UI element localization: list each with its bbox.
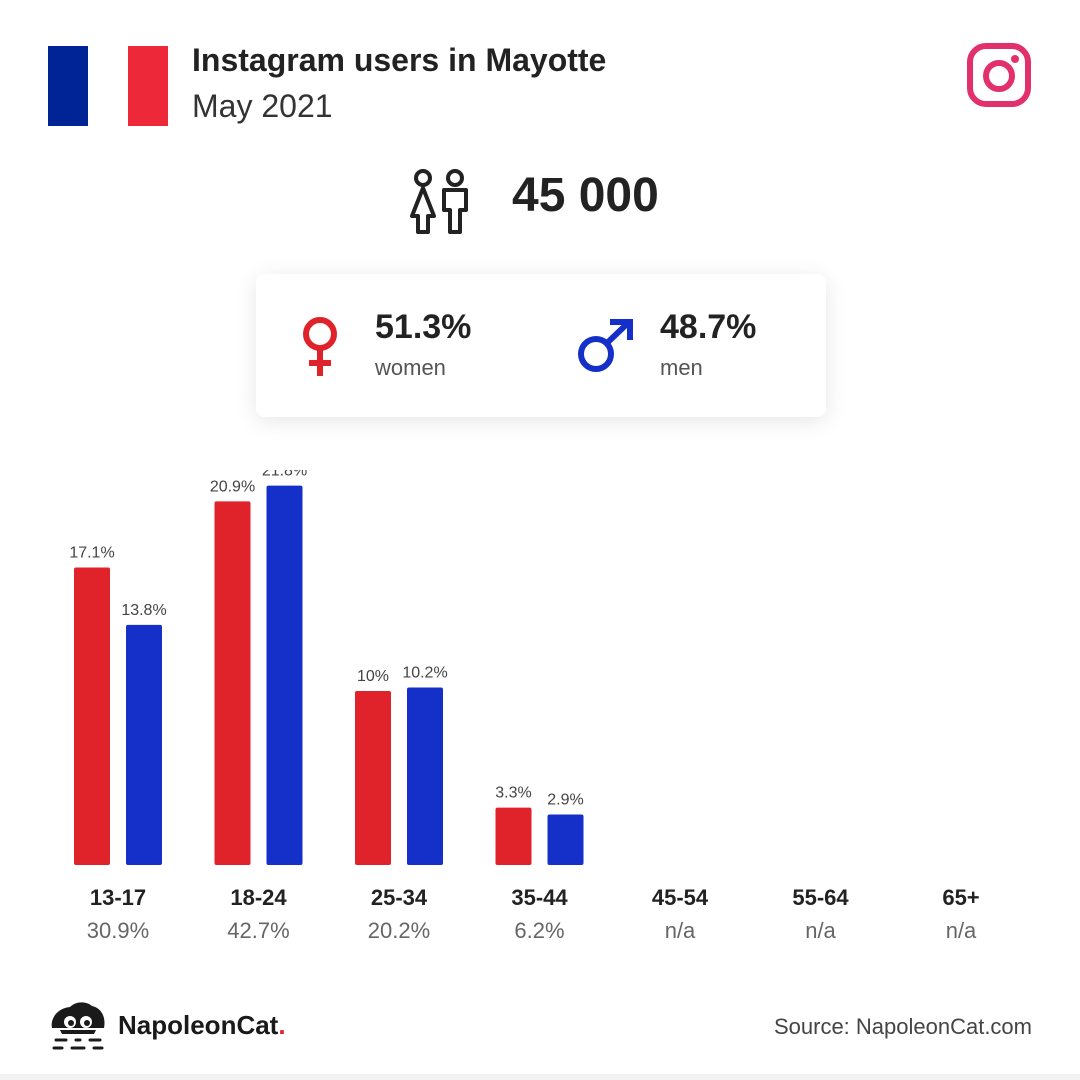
data-label-25-34-series-1: 10% bbox=[357, 668, 389, 685]
bar-13-17-series-1 bbox=[74, 567, 110, 865]
flag-stripe-white bbox=[88, 46, 128, 126]
men-label: men bbox=[660, 355, 703, 380]
brand-name: NapoleonCat. bbox=[118, 1010, 286, 1041]
brand-dot: . bbox=[278, 1010, 286, 1040]
gender-card: 51.3% women 48.7% men bbox=[256, 274, 826, 417]
bar-25-34-series-2 bbox=[407, 687, 443, 865]
flag-stripe-blue bbox=[48, 46, 88, 126]
men-percent: 48.7% bbox=[660, 308, 757, 346]
bar-13-17-series-2 bbox=[126, 624, 162, 865]
data-label-35-44-series-1: 3.3% bbox=[495, 785, 531, 802]
women-percent: 51.3% bbox=[375, 308, 472, 346]
category-total-25-34: 20.2% bbox=[368, 918, 430, 943]
category-total-35-44: 6.2% bbox=[514, 918, 564, 943]
female-symbol-icon bbox=[303, 317, 337, 376]
data-label-18-24-series-1: 20.9% bbox=[210, 478, 255, 495]
bar-25-34-series-1 bbox=[355, 691, 391, 865]
napoleoncat-logo-icon bbox=[51, 1002, 105, 1050]
page-title: Instagram users in Mayotte bbox=[192, 42, 607, 78]
category-total-65+: n/a bbox=[946, 918, 977, 943]
male-symbol-icon bbox=[578, 319, 633, 372]
x-tick-label-65+: 65+ bbox=[942, 885, 979, 910]
flag-icon bbox=[48, 46, 168, 126]
category-total-18-24: 42.7% bbox=[227, 918, 289, 943]
data-label-25-34-series-2: 10.2% bbox=[402, 665, 447, 682]
category-total-45-54: n/a bbox=[665, 918, 696, 943]
flag-stripe-red bbox=[128, 46, 168, 126]
x-tick-label-25-34: 25-34 bbox=[371, 885, 428, 910]
people-icon bbox=[410, 169, 468, 234]
source-credit: Source: NapoleonCat.com bbox=[773, 1014, 1032, 1039]
brand-name-text: NapoleonCat bbox=[118, 1010, 279, 1040]
category-total-55-64: n/a bbox=[805, 918, 836, 943]
x-tick-label-45-54: 45-54 bbox=[652, 885, 709, 910]
women-label: women bbox=[375, 355, 446, 380]
data-label-13-17-series-1: 17.1% bbox=[69, 544, 114, 561]
data-label-13-17-series-2: 13.8% bbox=[121, 602, 166, 619]
bottom-divider bbox=[0, 1074, 1080, 1080]
page-subtitle: May 2021 bbox=[192, 88, 333, 124]
bar-35-44-series-2 bbox=[547, 814, 584, 865]
data-label-18-24-series-2: 21.8% bbox=[262, 470, 307, 480]
bar-18-24-series-2 bbox=[266, 485, 303, 865]
x-tick-label-18-24: 18-24 bbox=[230, 885, 287, 910]
x-tick-label-13-17: 13-17 bbox=[90, 885, 146, 910]
bar-35-44-series-1 bbox=[495, 807, 532, 865]
age-gender-bar-chart: 17.1% 13.8% 13-17 30.9% 20.9% 21.8% 18-24 42.7%… bbox=[69, 470, 979, 943]
instagram-icon bbox=[967, 43, 1031, 107]
bar-18-24-series-1 bbox=[214, 501, 251, 865]
category-total-13-17: 30.9% bbox=[87, 918, 149, 943]
x-tick-label-55-64: 55-64 bbox=[792, 885, 849, 910]
data-label-35-44-series-2: 2.9% bbox=[547, 792, 583, 809]
total-users-value: 45 000 bbox=[512, 169, 659, 222]
x-tick-label-35-44: 35-44 bbox=[511, 885, 568, 910]
